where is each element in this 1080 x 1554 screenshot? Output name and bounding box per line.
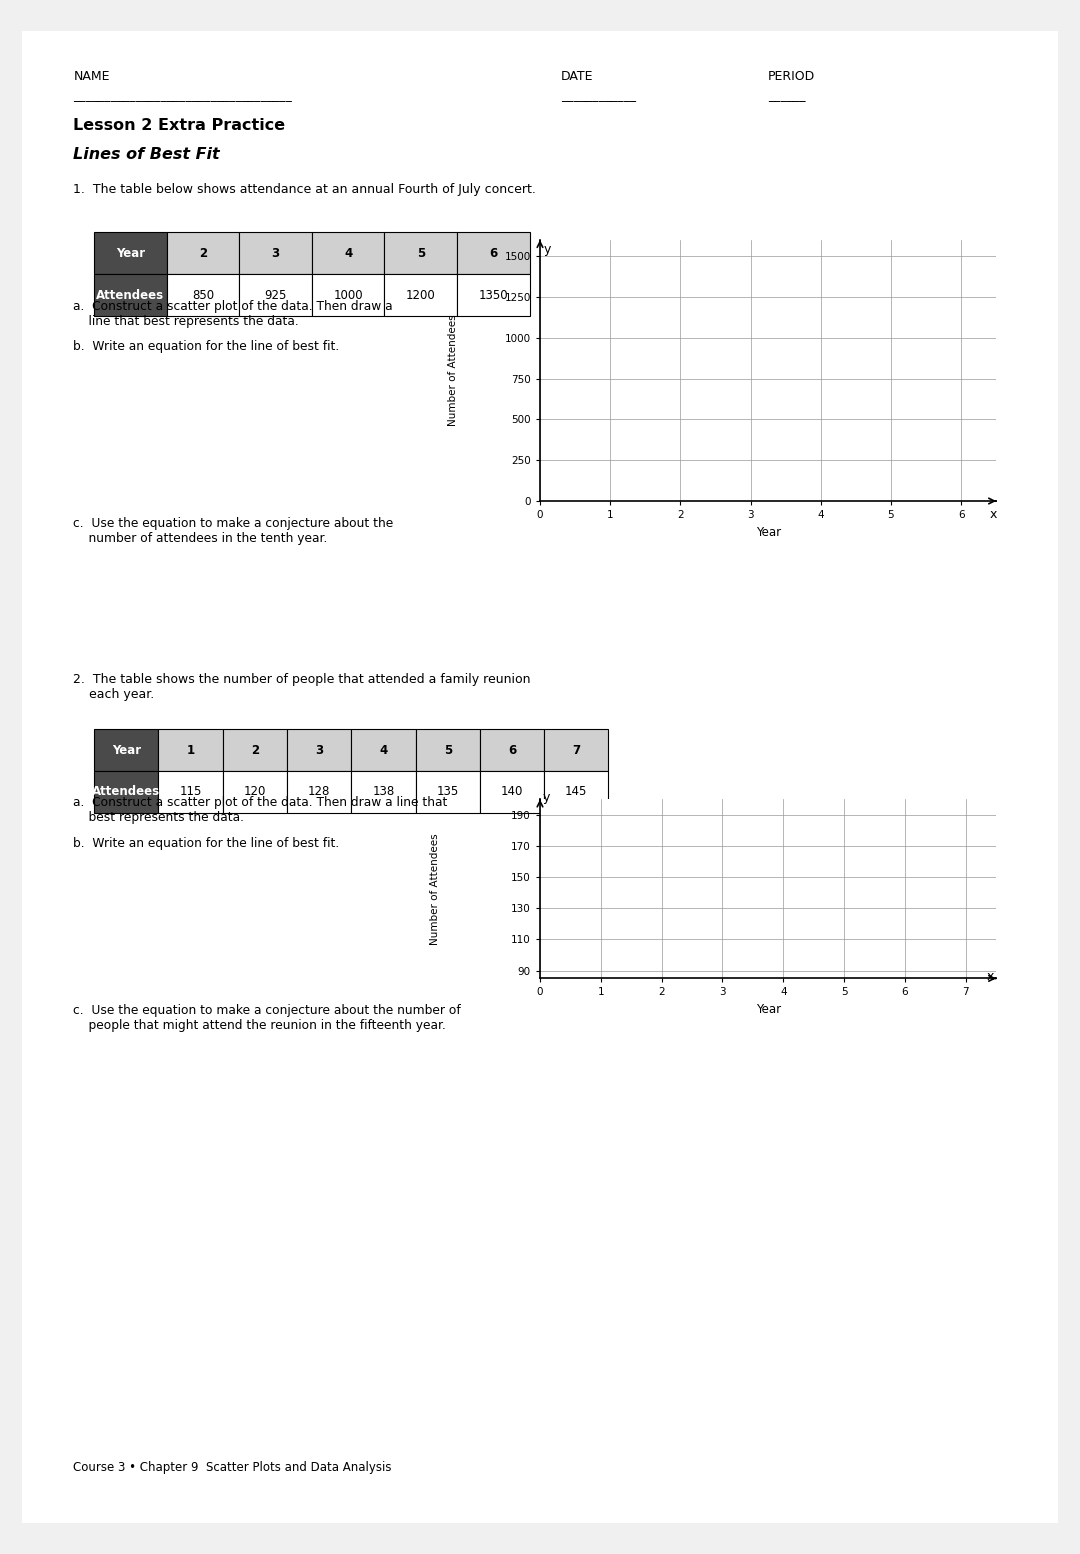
Text: ______: ______: [768, 89, 806, 103]
FancyBboxPatch shape: [159, 771, 222, 813]
Text: 7: 7: [572, 744, 580, 757]
Y-axis label: Number of Attendees: Number of Attendees: [430, 833, 440, 945]
Text: c.  Use the equation to make a conjecture about the
    number of attendees in t: c. Use the equation to make a conjecture…: [73, 517, 394, 545]
Text: 1000: 1000: [334, 289, 363, 301]
Text: 6: 6: [508, 744, 516, 757]
FancyBboxPatch shape: [94, 729, 159, 771]
FancyBboxPatch shape: [159, 729, 222, 771]
Text: 6: 6: [489, 247, 498, 260]
Text: c.  Use the equation to make a conjecture about the number of
    people that mi: c. Use the equation to make a conjecture…: [73, 1004, 461, 1032]
Text: x: x: [989, 508, 997, 521]
FancyBboxPatch shape: [480, 729, 544, 771]
FancyBboxPatch shape: [94, 771, 159, 813]
FancyBboxPatch shape: [240, 233, 312, 274]
Text: 2: 2: [199, 247, 207, 260]
Text: PERIOD: PERIOD: [768, 70, 815, 84]
FancyBboxPatch shape: [312, 274, 384, 315]
FancyBboxPatch shape: [287, 771, 351, 813]
Text: 5: 5: [417, 247, 424, 260]
Text: NAME: NAME: [73, 70, 110, 84]
Text: 138: 138: [373, 785, 394, 799]
Text: y: y: [543, 244, 551, 256]
FancyBboxPatch shape: [312, 233, 384, 274]
FancyBboxPatch shape: [544, 771, 608, 813]
Text: b.  Write an equation for the line of best fit.: b. Write an equation for the line of bes…: [73, 340, 340, 353]
Text: 4: 4: [379, 744, 388, 757]
Text: Year: Year: [116, 247, 145, 260]
FancyBboxPatch shape: [457, 274, 529, 315]
Text: DATE: DATE: [561, 70, 593, 84]
FancyBboxPatch shape: [166, 274, 240, 315]
FancyBboxPatch shape: [416, 771, 480, 813]
Text: 1200: 1200: [406, 289, 435, 301]
Text: ___________________________________: ___________________________________: [73, 89, 293, 103]
Text: 1: 1: [187, 744, 194, 757]
FancyBboxPatch shape: [351, 729, 416, 771]
X-axis label: Year: Year: [756, 1002, 781, 1016]
FancyBboxPatch shape: [480, 771, 544, 813]
Text: b.  Write an equation for the line of best fit.: b. Write an equation for the line of bes…: [73, 836, 340, 850]
Text: 128: 128: [308, 785, 330, 799]
FancyBboxPatch shape: [240, 274, 312, 315]
FancyBboxPatch shape: [166, 233, 240, 274]
Text: 850: 850: [192, 289, 214, 301]
FancyBboxPatch shape: [94, 233, 166, 274]
Text: Attendees: Attendees: [96, 289, 164, 301]
Text: 120: 120: [244, 785, 266, 799]
Text: ____________: ____________: [561, 89, 636, 103]
FancyBboxPatch shape: [457, 233, 529, 274]
Text: Year: Year: [111, 744, 140, 757]
Text: a.  Construct a scatter plot of the data. Then draw a
    line that best represe: a. Construct a scatter plot of the data.…: [73, 300, 393, 328]
Text: Lines of Best Fit: Lines of Best Fit: [73, 148, 220, 163]
Text: y: y: [543, 791, 551, 803]
Text: 1350: 1350: [478, 289, 509, 301]
FancyBboxPatch shape: [544, 729, 608, 771]
Text: 135: 135: [436, 785, 459, 799]
Text: 115: 115: [179, 785, 202, 799]
Text: x: x: [987, 970, 995, 984]
FancyBboxPatch shape: [22, 31, 1058, 1523]
Text: Lesson 2 Extra Practice: Lesson 2 Extra Practice: [73, 118, 285, 132]
Text: 2.  The table shows the number of people that attended a family reunion
    each: 2. The table shows the number of people …: [73, 673, 531, 701]
Text: a.  Construct a scatter plot of the data. Then draw a line that
    best represe: a. Construct a scatter plot of the data.…: [73, 796, 448, 824]
FancyBboxPatch shape: [384, 274, 457, 315]
FancyBboxPatch shape: [351, 771, 416, 813]
FancyBboxPatch shape: [222, 771, 287, 813]
FancyBboxPatch shape: [287, 729, 351, 771]
FancyBboxPatch shape: [222, 729, 287, 771]
Text: 2: 2: [251, 744, 259, 757]
Text: 4: 4: [345, 247, 352, 260]
Text: 145: 145: [565, 785, 588, 799]
Text: 5: 5: [444, 744, 451, 757]
Text: 1.  The table below shows attendance at an annual Fourth of July concert.: 1. The table below shows attendance at a…: [73, 183, 537, 196]
Text: 3: 3: [315, 744, 323, 757]
Text: 925: 925: [265, 289, 287, 301]
FancyBboxPatch shape: [416, 729, 480, 771]
X-axis label: Year: Year: [756, 525, 781, 539]
Text: 3: 3: [271, 247, 280, 260]
FancyBboxPatch shape: [384, 233, 457, 274]
Text: 140: 140: [501, 785, 523, 799]
Text: Course 3 • Chapter 9  Scatter Plots and Data Analysis: Course 3 • Chapter 9 Scatter Plots and D…: [73, 1461, 392, 1473]
Text: Attendees: Attendees: [92, 785, 160, 799]
FancyBboxPatch shape: [94, 274, 166, 315]
Y-axis label: Number of Attendees: Number of Attendees: [448, 314, 458, 426]
